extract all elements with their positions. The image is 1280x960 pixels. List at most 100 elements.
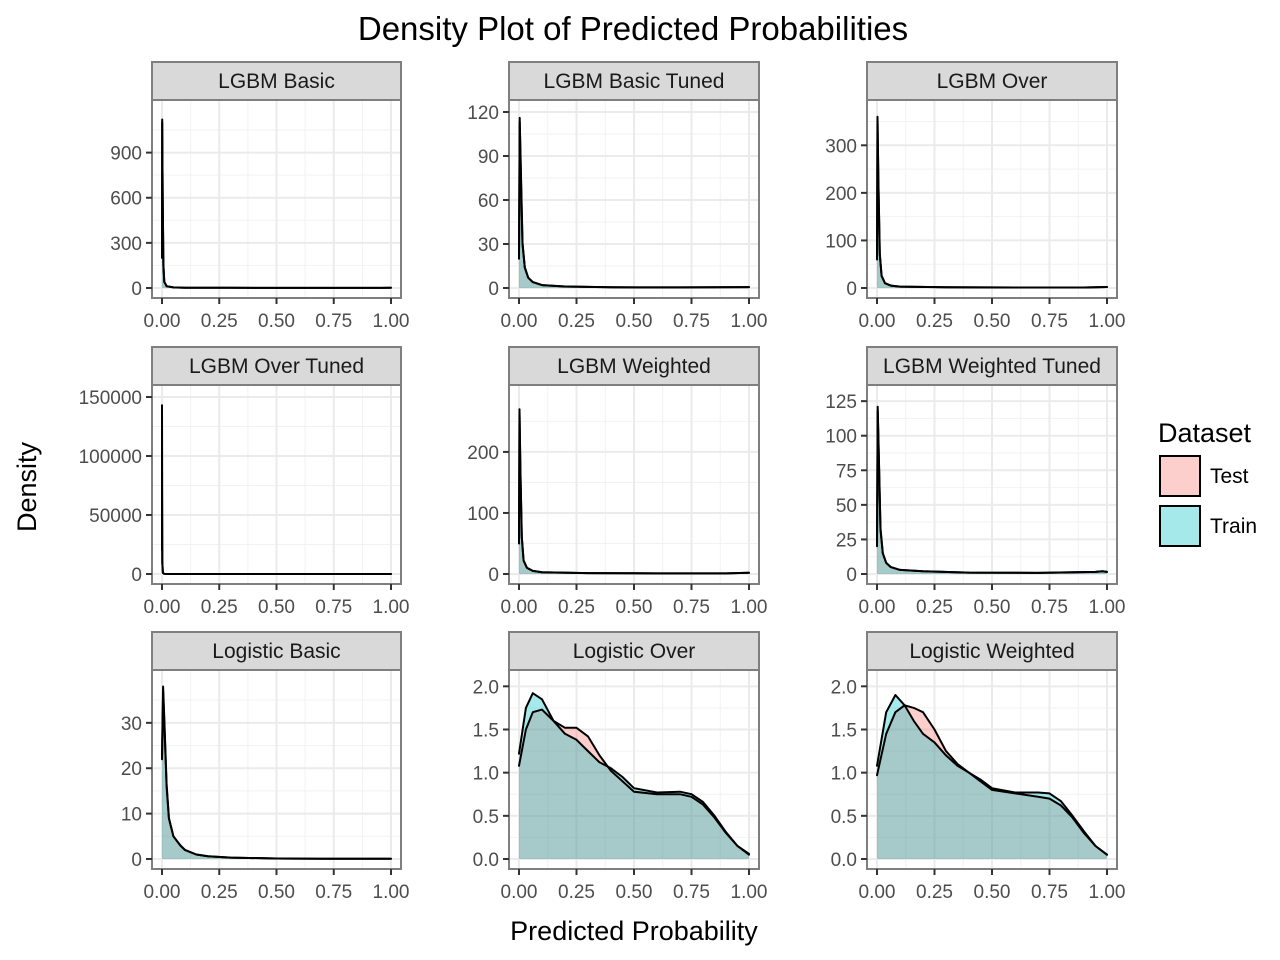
x-tick-label: 0.25	[916, 597, 953, 618]
x-tick-label: 0.50	[616, 311, 653, 332]
y-tick-label: 0	[488, 279, 499, 300]
x-tick-label: 0.00	[501, 882, 538, 903]
y-tick-label: 2.0	[831, 677, 857, 698]
x-tick-label: 1.00	[373, 311, 410, 332]
chart-title: Density Plot of Predicted Probabilities	[358, 10, 908, 47]
x-tick-label: 0.00	[144, 882, 181, 903]
density-line-train	[518, 116, 750, 289]
density-area-test	[519, 709, 749, 859]
x-tick-label: 0.75	[315, 311, 352, 332]
y-tick-label: 0.5	[831, 807, 857, 828]
y-tick-label: 100	[825, 427, 857, 448]
facet-lgbm-over-tuned: LGBM Over Tuned 0 50000 100000 150000 0.00 0.2…	[79, 346, 409, 618]
x-axis-title: Predicted Probability	[510, 916, 758, 946]
x-tick-label: 0.25	[916, 882, 953, 903]
facet-lgbm-basic: LGBM Basic 0 300 600 900 0.00 0.25 0.50 0.75 1.00	[110, 61, 410, 332]
facet-strip	[151, 631, 402, 671]
x-tick-label: 0.00	[501, 311, 538, 332]
legend-entry-train: Train	[1159, 505, 1257, 547]
y-tick-label: 10	[121, 805, 142, 826]
x-tick-label: 0.75	[315, 597, 352, 618]
facet-strip-label: Logistic Over	[573, 640, 696, 663]
x-tick-label: 0.00	[859, 311, 896, 332]
density-area-train	[519, 693, 749, 859]
x-tick-label: 0.00	[859, 882, 896, 903]
legend-label-train: Train	[1210, 515, 1257, 538]
facet-strip	[866, 346, 1118, 386]
density-line-train	[876, 694, 1108, 856]
facet-logistic-basic: Logistic Basic 0 10 20 30 0.00 0.25 0.50 0.75 1.0…	[121, 631, 410, 903]
y-tick-label: 120	[467, 103, 499, 124]
x-tick-label: 0.50	[258, 597, 295, 618]
facet-strip	[508, 61, 760, 101]
x-tick-label: 0.25	[201, 311, 238, 332]
density-area-train	[877, 695, 1107, 859]
y-tick-label: 0	[131, 565, 142, 586]
y-tick-label: 1.0	[473, 764, 499, 785]
x-tick-label: 1.00	[1089, 311, 1126, 332]
density-line-train	[161, 685, 392, 860]
facet-strip-label: LGBM Over	[937, 70, 1048, 93]
x-tick-label: 0.00	[859, 597, 896, 618]
facet-strip-label: LGBM Weighted	[557, 355, 711, 378]
facet-logistic-weighted: Logistic Weighted 0.0 0.5 1.0 1.5 2.0 0.00 0.25…	[831, 631, 1126, 903]
y-tick-label: 20	[121, 759, 142, 780]
y-tick-label: 0	[846, 279, 857, 300]
y-tick-label: 50	[836, 496, 857, 517]
x-tick-label: 1.00	[1089, 882, 1126, 903]
x-tick-label: 0.25	[558, 597, 595, 618]
density-line-train	[518, 408, 750, 575]
x-tick-label: 0.75	[673, 311, 710, 332]
x-tick-label: 0.50	[258, 882, 295, 903]
x-tick-label: 0.75	[673, 597, 710, 618]
y-tick-label: 2.0	[473, 677, 499, 698]
y-tick-label: 0	[846, 565, 857, 586]
x-tick-label: 1.00	[731, 597, 768, 618]
y-tick-label: 200	[825, 184, 857, 205]
y-tick-label: 0.0	[473, 850, 499, 871]
x-tick-label: 0.50	[974, 311, 1011, 332]
facet-strip	[866, 61, 1118, 101]
x-tick-label: 0.75	[673, 882, 710, 903]
x-tick-label: 1.00	[373, 882, 410, 903]
x-tick-label: 0.00	[144, 597, 181, 618]
x-tick-label: 0.75	[315, 882, 352, 903]
legend: Dataset Test Train	[1158, 418, 1257, 547]
y-tick-label: 100	[467, 504, 499, 525]
density-line-train	[161, 118, 392, 289]
density-line-train	[161, 404, 392, 575]
facet-lgbm-over: LGBM Over 0 100 200 300 0.00 0.25 0.50 0.75 1.00	[825, 61, 1126, 332]
density-line-train	[518, 692, 750, 855]
x-tick-label: 0.00	[144, 311, 181, 332]
facet-lgbm-weighted: LGBM Weighted 0 100 200 0.00 0.25 0.50 0.75 1.00	[467, 346, 768, 618]
legend-key-train	[1159, 505, 1201, 547]
y-tick-label: 300	[110, 234, 142, 255]
y-axis-title: Density	[12, 441, 42, 532]
y-tick-label: 0.0	[831, 850, 857, 871]
y-tick-label: 1.5	[831, 720, 857, 741]
x-tick-label: 0.00	[501, 597, 538, 618]
x-tick-label: 0.75	[1031, 311, 1068, 332]
facet-strip-label: LGBM Basic	[218, 70, 335, 93]
x-tick-label: 0.25	[558, 311, 595, 332]
x-tick-label: 0.50	[258, 311, 295, 332]
facet-strip-label: LGBM Weighted Tuned	[883, 355, 1101, 378]
y-tick-label: 25	[836, 530, 857, 551]
x-tick-label: 0.25	[916, 311, 953, 332]
y-tick-label: 50000	[89, 506, 142, 527]
y-tick-label: 30	[121, 714, 142, 735]
y-tick-label: 600	[110, 189, 142, 210]
x-tick-label: 1.00	[731, 311, 768, 332]
legend-title: Dataset	[1158, 418, 1252, 448]
y-tick-label: 125	[825, 392, 857, 413]
y-tick-label: 75	[836, 461, 857, 482]
density-line-test	[518, 708, 750, 856]
y-tick-label: 100	[825, 231, 857, 252]
facet-lgbm-weighted-tuned: LGBM Weighted Tuned 0 25 50 75 100 125 0.00 0.25…	[825, 346, 1125, 618]
facet-logistic-over: Logistic Over 0.0 0.5 1.0 1.5 2.0 0.00 0.25 0.50…	[473, 631, 767, 903]
x-tick-label: 0.25	[201, 597, 238, 618]
legend-key-test	[1159, 455, 1201, 497]
facet-strip-label: Logistic Basic	[212, 640, 340, 663]
facet-strip	[508, 631, 760, 671]
